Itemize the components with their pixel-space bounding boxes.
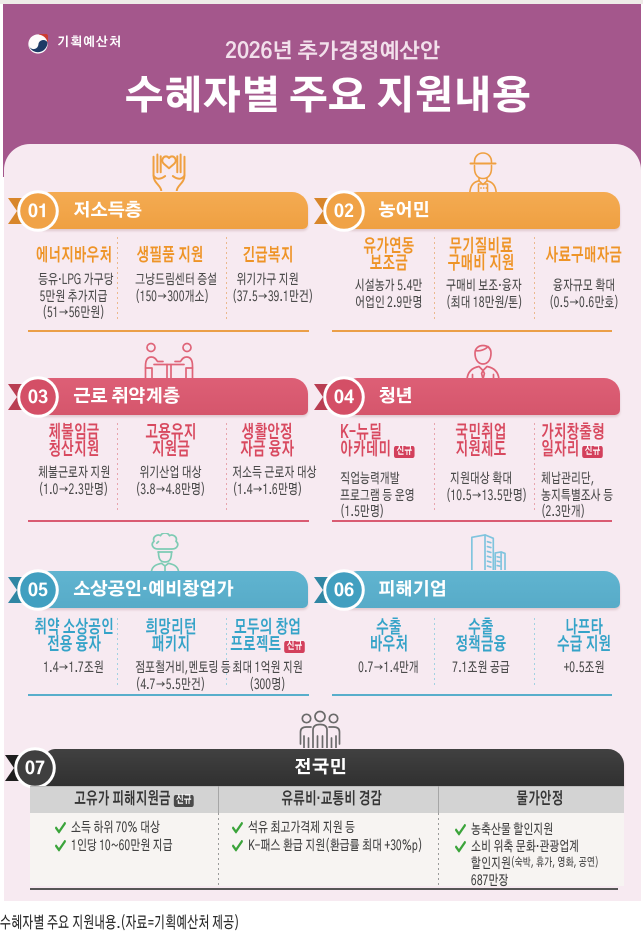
svg-text:06: 06: [334, 582, 354, 600]
svg-text:05: 05: [28, 582, 48, 600]
svg-text:01: 01: [28, 203, 48, 221]
svg-text:04: 04: [334, 389, 354, 407]
svg-text:07: 07: [24, 760, 44, 778]
svg-text:02: 02: [334, 203, 354, 221]
svg-text:03: 03: [28, 389, 48, 407]
